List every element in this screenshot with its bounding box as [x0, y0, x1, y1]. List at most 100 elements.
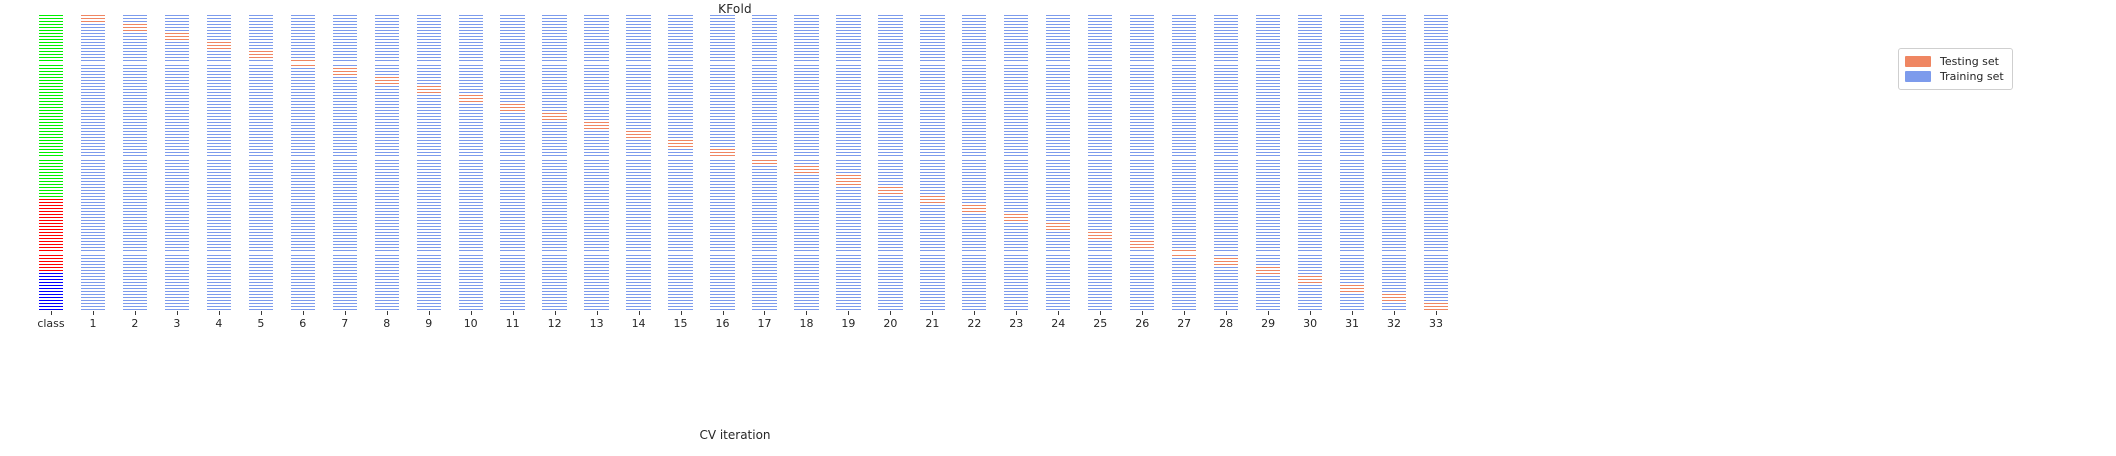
sample-cell	[122, 168, 148, 172]
sample-cell	[332, 120, 357, 124]
sample-cell	[122, 91, 148, 95]
sample-cell	[458, 281, 483, 285]
sample-cell	[878, 304, 903, 308]
sample-cell	[1213, 189, 1239, 193]
sample-cell	[794, 239, 819, 243]
sample-cell	[1130, 88, 1155, 92]
sample-cell	[1130, 242, 1155, 246]
sample-cell	[878, 233, 903, 237]
sample-cell	[962, 79, 987, 83]
sample-cell	[878, 22, 903, 26]
sample-cell	[80, 52, 106, 56]
sample-cell	[458, 174, 483, 178]
sample-cell	[332, 278, 357, 282]
cv-iteration-column	[710, 14, 735, 311]
sample-cell	[794, 138, 819, 142]
sample-cell	[1381, 100, 1407, 104]
sample-cell	[1046, 293, 1071, 297]
sample-cell	[374, 275, 399, 279]
sample-cell	[668, 40, 693, 44]
sample-cell	[206, 171, 232, 175]
sample-cell	[668, 153, 693, 157]
sample-cell	[668, 212, 693, 216]
sample-cell	[752, 22, 777, 26]
sample-cell	[962, 171, 987, 175]
sample-cell	[416, 198, 441, 202]
sample-cell	[626, 195, 651, 199]
sample-cell	[920, 206, 945, 210]
sample-cell	[122, 304, 148, 308]
sample-cell	[752, 171, 777, 175]
sample-cell	[1004, 192, 1029, 196]
sample-cell	[794, 227, 819, 231]
sample-cell	[38, 245, 64, 249]
sample-cell	[206, 239, 232, 243]
sample-cell	[38, 153, 64, 157]
sample-cell	[1255, 153, 1281, 157]
sample-cell	[374, 76, 399, 80]
sample-cell	[80, 82, 106, 86]
sample-cell	[332, 34, 357, 38]
sample-cell	[416, 58, 441, 62]
sample-cell	[836, 132, 861, 136]
sample-cell	[1381, 254, 1407, 258]
sample-cell	[962, 186, 987, 190]
sample-cell	[920, 111, 945, 115]
sample-cell	[38, 123, 64, 127]
sample-cell	[500, 132, 525, 136]
sample-cell	[542, 141, 567, 145]
sample-cell	[1004, 153, 1029, 157]
cv-iteration-column	[626, 14, 651, 311]
sample-cell	[1381, 49, 1407, 53]
sample-cell	[290, 251, 315, 255]
sample-cell	[1172, 55, 1197, 59]
sample-cell	[1255, 100, 1281, 104]
sample-cell	[710, 159, 735, 163]
sample-cell	[1088, 174, 1113, 178]
sample-cell	[794, 180, 819, 184]
sample-cell	[500, 55, 525, 59]
sample-cell	[752, 61, 777, 65]
sample-cell	[458, 55, 483, 59]
sample-cell	[962, 230, 987, 234]
sample-cell	[290, 281, 315, 285]
sample-cell	[542, 147, 567, 151]
sample-cell	[752, 73, 777, 77]
sample-cell	[962, 117, 987, 121]
sample-cell	[1423, 22, 1449, 26]
sample-cell	[500, 212, 525, 216]
sample-cell	[248, 162, 273, 166]
sample-cell	[710, 22, 735, 26]
sample-cell	[332, 156, 357, 160]
sample-cell	[836, 242, 861, 246]
sample-cell	[38, 73, 64, 77]
sample-cell	[122, 281, 148, 285]
sample-cell	[962, 281, 987, 285]
sample-cell	[1130, 287, 1155, 291]
sample-cell	[1046, 126, 1071, 130]
sample-cell	[1213, 272, 1239, 276]
sample-cell	[164, 260, 190, 264]
sample-cell	[1130, 16, 1155, 20]
sample-cell	[1339, 111, 1365, 115]
sample-cell	[1381, 153, 1407, 157]
sample-cell	[542, 123, 567, 127]
sample-cell	[710, 49, 735, 53]
sample-cell	[458, 254, 483, 258]
x-tick-mark	[134, 311, 136, 315]
sample-cell	[1381, 251, 1407, 255]
sample-cell	[1046, 195, 1071, 199]
sample-cell	[1297, 165, 1323, 169]
sample-cell	[626, 168, 651, 172]
sample-cell	[80, 263, 106, 267]
sample-cell	[38, 201, 64, 204]
sample-cell	[1130, 162, 1155, 166]
sample-cell	[542, 82, 567, 86]
sample-cell	[1004, 22, 1029, 26]
sample-cell	[1297, 227, 1323, 231]
sample-cell	[374, 198, 399, 202]
sample-cell	[1046, 183, 1071, 187]
sample-cell	[1172, 19, 1197, 23]
sample-cell	[206, 120, 232, 124]
sample-cell	[794, 94, 819, 98]
